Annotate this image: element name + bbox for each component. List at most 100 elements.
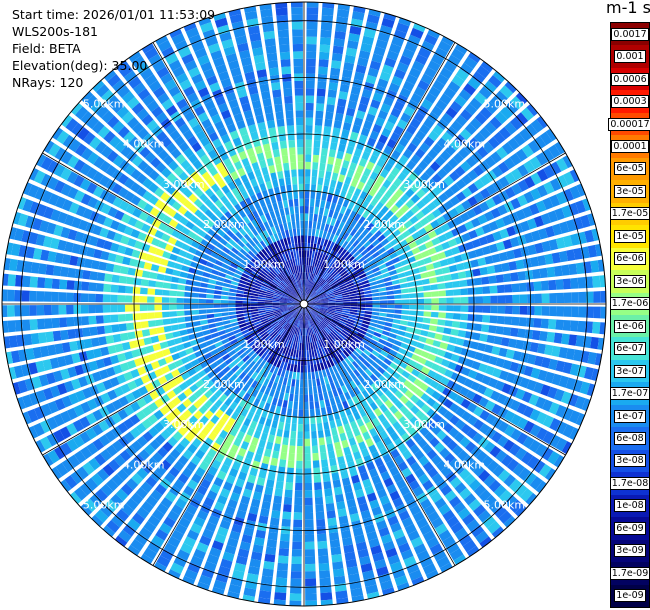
ray-cell <box>326 163 334 172</box>
ray-cell <box>280 147 288 157</box>
ray-cell <box>265 254 273 262</box>
ray-cell <box>379 308 388 313</box>
ray-cell <box>310 258 314 266</box>
ray-cell <box>298 242 301 251</box>
ray-cell <box>391 279 400 285</box>
ray-cell <box>489 315 498 324</box>
ray-cell <box>251 219 259 228</box>
ray-cell <box>293 519 303 528</box>
ray-cell <box>444 249 454 258</box>
ray-cell <box>547 210 559 223</box>
ray-cell <box>204 125 216 136</box>
ray-cell <box>210 332 220 339</box>
ray-cell <box>51 278 60 289</box>
ray-cell <box>271 397 278 406</box>
ray-cell <box>264 486 274 496</box>
ray-cell <box>416 259 426 267</box>
ray-cell <box>349 228 357 237</box>
ray-cell <box>219 151 229 161</box>
ray-cell <box>229 130 240 140</box>
ray-cell <box>212 172 223 183</box>
ray-cell <box>157 265 167 274</box>
ray-cell <box>413 111 425 123</box>
ray-cell <box>241 190 250 200</box>
ray-cell <box>154 296 162 303</box>
ray-cell <box>257 306 266 309</box>
ray-cell <box>384 189 394 199</box>
ray-cell <box>270 195 277 204</box>
ray-cell <box>356 288 364 293</box>
ray-cell <box>398 277 407 284</box>
ray-cell <box>519 294 528 304</box>
ray-cell <box>571 292 579 303</box>
ray-cell <box>297 257 300 266</box>
ray-cell <box>131 55 146 69</box>
ray-cell <box>389 194 399 204</box>
ray-cell <box>321 7 334 16</box>
ray-cell <box>134 220 145 230</box>
ray-cell <box>376 278 385 285</box>
ray-cell <box>238 150 248 161</box>
ray-cell <box>165 267 174 275</box>
ray-cell <box>163 274 172 282</box>
ray-cell <box>206 75 218 86</box>
ray-cell <box>316 259 321 268</box>
ray-cell <box>441 241 451 250</box>
ray-cell <box>320 299 329 302</box>
ray-cell <box>426 201 437 212</box>
ray-cell <box>309 290 315 297</box>
ray-cell <box>415 210 425 220</box>
ray-cell <box>504 284 513 293</box>
ray-cell <box>380 251 389 259</box>
ray-cell <box>358 216 366 225</box>
ray-cell <box>404 270 413 277</box>
ray-cell <box>271 420 278 429</box>
ray-cell <box>468 229 478 240</box>
ray-cell <box>225 191 235 201</box>
ray-cell <box>81 91 94 104</box>
ray-cell <box>477 214 488 225</box>
ray-cell <box>129 340 138 349</box>
ray-cell <box>307 357 310 366</box>
ray-cell <box>361 35 375 46</box>
ray-cell <box>87 151 99 165</box>
ray-cell <box>236 290 245 294</box>
colorbar-cell: 0.001 <box>611 45 649 68</box>
ray-cell <box>301 250 304 258</box>
ray-cell <box>296 220 300 229</box>
ray-cell <box>429 318 438 325</box>
ray-cell <box>520 107 534 121</box>
ray-cell <box>195 219 205 229</box>
ray-cell <box>436 326 445 334</box>
ray-cell <box>93 156 105 169</box>
ray-cell <box>379 224 388 234</box>
ray-cell <box>40 156 53 171</box>
ray-cell <box>335 304 344 306</box>
ray-cell <box>316 252 321 260</box>
ray-cell <box>327 156 335 165</box>
ray-cell <box>227 147 237 157</box>
ray-cell <box>248 276 256 282</box>
ray-cell <box>320 296 328 300</box>
ray-cell <box>366 161 375 171</box>
ray-cell <box>225 53 238 63</box>
ray-cell <box>234 160 243 171</box>
ray-cell <box>369 154 379 164</box>
ray-cell <box>378 287 387 292</box>
ray-cell <box>228 296 236 300</box>
ray-cell <box>376 259 385 266</box>
ray-cell <box>89 271 98 281</box>
ray-cell <box>182 199 193 209</box>
ray-cell <box>357 310 365 314</box>
ray-cell <box>313 302 321 304</box>
ray-cell <box>354 282 363 288</box>
ray-cell <box>331 472 340 481</box>
ray-cell <box>455 178 467 190</box>
ray-cell <box>298 416 303 425</box>
ray-cell <box>479 126 492 140</box>
ray-cell <box>600 306 606 319</box>
colorbar-tick-label: 0.001 <box>614 50 646 64</box>
ray-cell <box>227 181 237 191</box>
ray-cell <box>293 66 304 74</box>
ray-cell <box>121 91 135 104</box>
